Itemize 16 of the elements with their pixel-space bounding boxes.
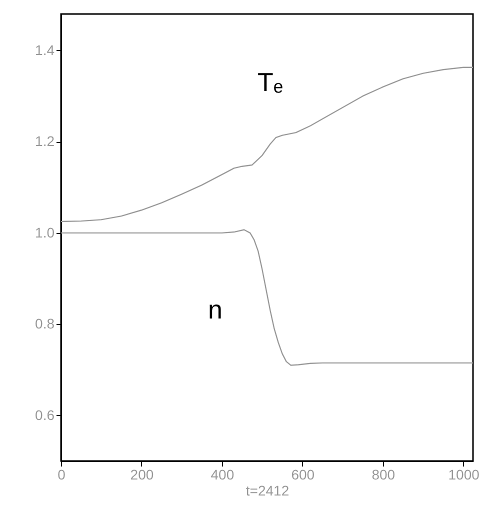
x-tick-label: 0 bbox=[58, 466, 66, 482]
y-tick-label: 1.2 bbox=[35, 133, 55, 150]
x-tick-label: 200 bbox=[130, 466, 154, 482]
x-tick-label: 800 bbox=[372, 466, 396, 482]
x-tick-label: 1000 bbox=[448, 466, 480, 482]
y-tick-label: 1.4 bbox=[35, 42, 55, 58]
series-label: n bbox=[208, 294, 222, 324]
series-label: Tₑ bbox=[257, 66, 283, 97]
x-axis-title: t=2412 bbox=[246, 482, 290, 498]
y-tick-label: 0.8 bbox=[35, 316, 55, 332]
x-tick-label: 400 bbox=[210, 466, 234, 482]
line-series bbox=[60, 66, 474, 222]
x-tick-label: 600 bbox=[291, 466, 315, 482]
y-tick-label: 0.6 bbox=[35, 406, 55, 423]
line-series bbox=[60, 229, 474, 366]
y-tick-label: 1.0 bbox=[35, 224, 55, 240]
